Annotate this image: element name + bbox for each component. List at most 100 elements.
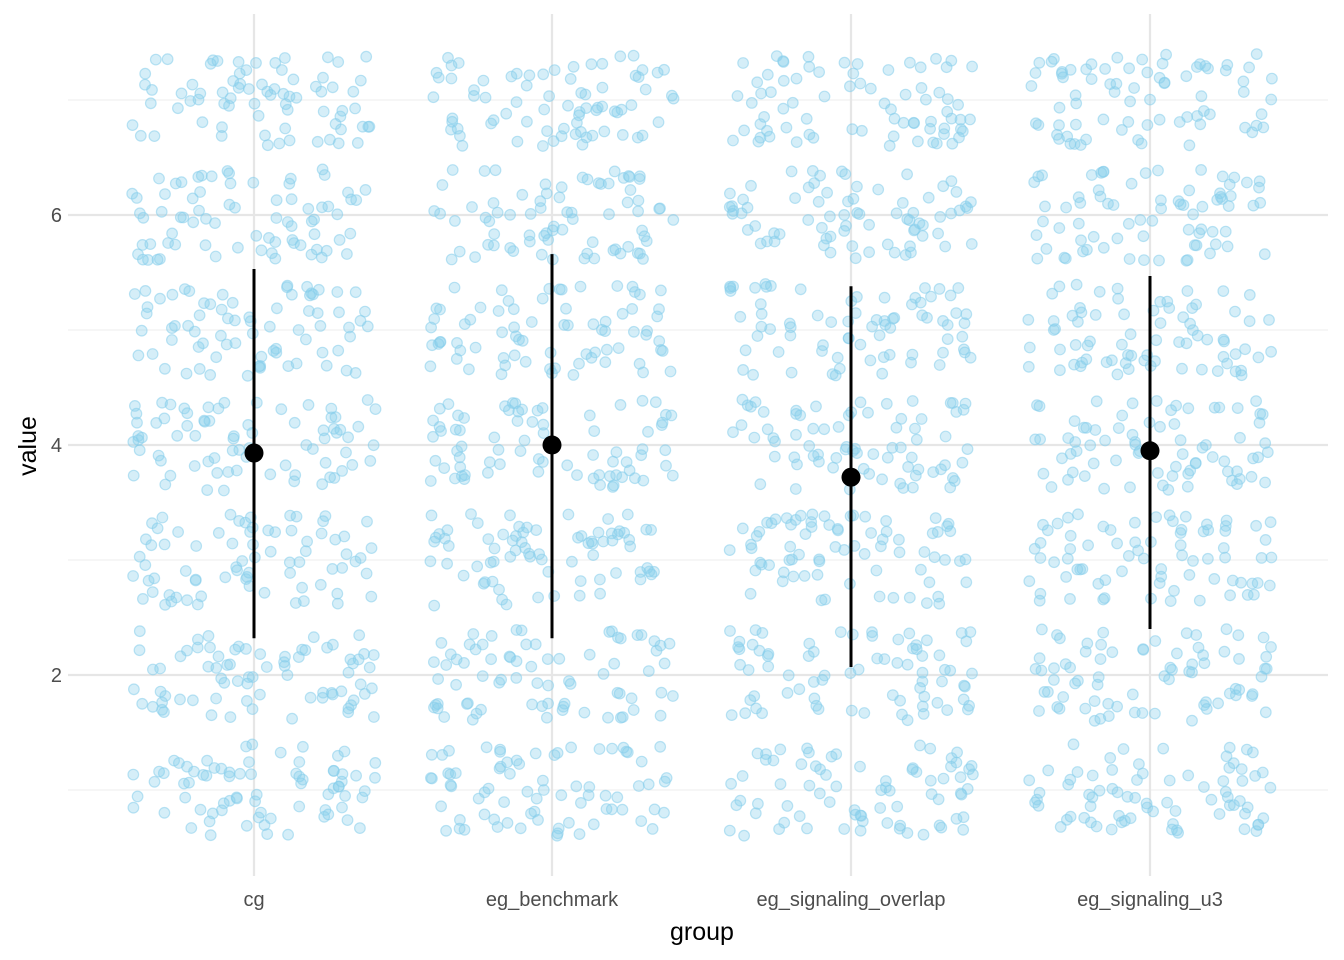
data-point [192,341,205,353]
data-point [1028,176,1041,189]
data-point [342,706,355,719]
x-tick-labels: cg eg_benchmark eg_signaling_overlap eg_sig… [243,889,1222,911]
data-point [606,742,618,755]
data-point [1154,420,1166,433]
data-point [736,522,749,535]
data-point [960,308,973,321]
data-point [1064,773,1077,786]
data-point [303,305,315,317]
data-point [749,564,762,577]
data-point [526,698,538,711]
data-point [1250,395,1262,408]
data-point [658,657,671,670]
data-point [562,99,574,112]
data-point [1023,341,1036,354]
data-point [1190,239,1203,252]
data-point [805,521,818,533]
data-point [536,700,548,713]
data-point [127,570,140,582]
data-point [541,653,554,665]
data-point [547,135,560,148]
data-point [1122,115,1135,128]
data-point [1036,169,1048,182]
data-point [292,324,305,336]
data-point [613,687,626,700]
data-point [254,648,267,660]
data-point [651,310,664,323]
data-point [188,325,201,338]
data-point [302,202,315,215]
data-point [341,814,354,826]
data-point [240,573,253,585]
data-point [573,589,586,602]
data-point [795,758,808,771]
data-point [627,49,640,62]
data-point [1030,229,1043,242]
data-point [253,688,266,701]
data-point [332,137,345,150]
data-point [297,740,309,753]
data-point [790,72,803,85]
data-point [215,129,228,142]
data-point [1051,629,1063,641]
data-point [1263,579,1276,592]
data-point [454,129,466,142]
data-point [1128,516,1141,529]
data-point [1071,674,1084,687]
data-point [510,67,523,80]
data-point [275,403,288,416]
data-point [553,191,566,204]
data-point [1250,519,1262,532]
data-point [1182,769,1195,782]
data-point [210,351,223,364]
data-point [497,528,510,541]
data-point [202,630,215,642]
data-point [487,197,500,209]
data-point [341,248,353,260]
data-point [562,319,574,332]
data-point [950,756,963,769]
data-point [917,828,930,841]
data-point [737,57,749,69]
data-point [316,691,329,704]
data-point [965,238,978,250]
data-point [351,136,364,149]
data-point [616,711,629,723]
data-point [596,81,609,94]
data-point [231,792,243,805]
data-point [534,195,547,208]
data-point [264,468,277,481]
data-point [1252,451,1264,464]
data-point [1099,574,1112,586]
data-point [794,283,807,296]
data-point [146,348,159,360]
data-point [483,456,496,469]
data-point [818,510,831,523]
data-point [813,553,825,566]
data-point [531,404,544,417]
data-point [831,351,844,364]
data-point [788,451,801,464]
data-point [1153,71,1166,84]
data-point [1064,593,1076,605]
data-point [443,744,455,757]
data-point [1232,629,1245,642]
data-point [641,325,653,337]
x-tick-label: cg [243,889,264,911]
data-point [193,309,206,322]
data-point [555,283,568,296]
data-point [811,309,824,322]
data-point [133,625,146,638]
data-point [485,653,498,666]
data-point [865,527,877,539]
data-point [918,690,931,703]
data-point [358,688,371,700]
data-point [596,57,609,70]
data-point [899,88,912,101]
data-point [1078,470,1091,483]
data-point [349,367,362,379]
data-point [1093,784,1106,797]
data-point [931,526,944,538]
data-point [541,711,553,724]
data-point [216,121,228,134]
